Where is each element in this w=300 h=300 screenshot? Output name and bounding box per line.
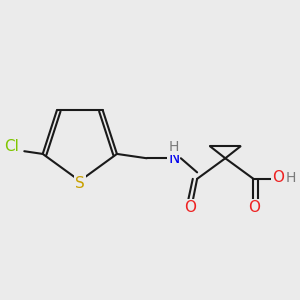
Text: O: O	[272, 170, 284, 185]
Text: O: O	[184, 200, 196, 214]
Text: H: H	[169, 140, 179, 154]
Text: O: O	[249, 200, 261, 214]
Text: Cl: Cl	[4, 139, 19, 154]
Text: H: H	[286, 171, 296, 185]
Text: N: N	[168, 151, 179, 166]
Text: S: S	[75, 176, 85, 190]
